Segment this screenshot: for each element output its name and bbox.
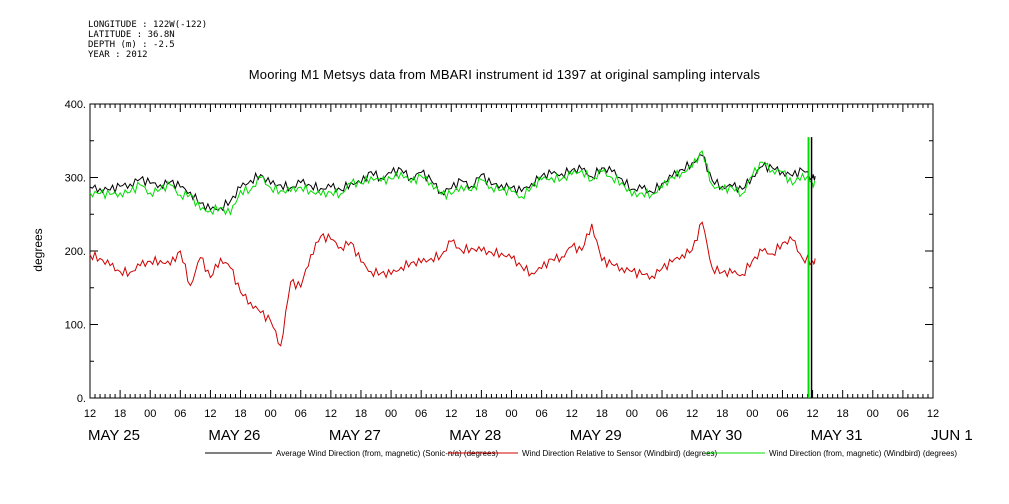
chart-title: Mooring M1 Metsys data from MBARI instru…: [248, 67, 761, 82]
metadata-block: LONGITUDE : 122W(-122) LATITUDE : 36.8N …: [88, 20, 207, 60]
x-hour-tick-label: 00: [867, 408, 879, 420]
x-hour-tick-label: 00: [265, 408, 277, 420]
x-hour-tick-label: 12: [566, 408, 578, 420]
x-day-label: MAY 25: [88, 427, 140, 444]
x-axis: 12 18 00 06 12 18 00 06 12 18 00 06 12 18 00 06 12 18 00 06…: [84, 104, 973, 444]
x-hour-tick-label: 06: [656, 408, 668, 420]
y-tick-label: 100.: [65, 320, 86, 332]
x-hour-tick-label: 12: [204, 408, 216, 420]
x-hour-tick-label: 12: [806, 408, 818, 420]
x-hour-tick-label: 18: [716, 408, 728, 420]
x-hour-tick-label: 12: [84, 408, 96, 420]
legend-entry: Wind Direction (from, magnetic) (Windbir…: [769, 449, 957, 458]
x-hour-tick-label: 12: [325, 408, 337, 420]
x-hour-tick-label: 00: [144, 408, 156, 420]
series-line-3: [89, 150, 816, 216]
y-tick-label: 200.: [65, 246, 86, 258]
x-hour-tick-label: 06: [174, 408, 186, 420]
x-hour-tick-label: 00: [746, 408, 758, 420]
x-hour-tick-label: 06: [415, 408, 427, 420]
x-day-label: MAY 29: [570, 427, 622, 444]
y-tick-label: 300.: [65, 173, 86, 185]
x-hour-tick-label: 18: [596, 408, 608, 420]
x-hour-tick-label: 18: [837, 408, 849, 420]
x-hour-tick-label: 12: [686, 408, 698, 420]
plot-frame: [89, 103, 934, 399]
x-hour-tick-label: 00: [626, 408, 638, 420]
legend-entry: Wind Direction Relative to Sensor (Windb…: [522, 449, 718, 458]
y-tick-label: 400.: [65, 99, 86, 111]
y-axis-label: degrees: [31, 228, 45, 271]
x-day-label: MAY 27: [329, 427, 381, 444]
x-day-label: MAY 30: [690, 427, 742, 444]
x-hour-tick-label: 00: [505, 408, 517, 420]
x-hour-tick-label: 18: [114, 408, 126, 420]
x-day-label: MAY 28: [449, 427, 501, 444]
depth-label: DEPTH (m) : -2.5: [88, 40, 175, 50]
x-hour-tick-label: 06: [776, 408, 788, 420]
longitude-label: LONGITUDE : 122W(-122): [88, 20, 208, 30]
plot-border: [89, 103, 934, 399]
series-line-2: [89, 221, 816, 347]
series-line-1: [89, 153, 816, 212]
latitude-label: LATITUDE : 36.8N: [88, 30, 175, 40]
x-day-label: MAY 31: [811, 427, 863, 444]
x-hour-tick-label: 06: [295, 408, 307, 420]
y-tick-label: 0.: [77, 393, 86, 405]
x-hour-tick-label: 12: [445, 408, 457, 420]
x-hour-tick-label: 06: [535, 408, 547, 420]
x-hour-tick-label: 12: [927, 408, 939, 420]
x-hour-tick-label: 18: [355, 408, 367, 420]
x-day-label: MAY 26: [208, 427, 260, 444]
series-layer: [89, 137, 816, 398]
x-day-label: JUN 1: [931, 427, 973, 444]
y-axis: 0. 100. 200. 300. 400.: [65, 99, 933, 405]
x-hour-tick-label: 18: [234, 408, 246, 420]
year-label: YEAR : 2012: [88, 50, 148, 60]
x-hour-tick-label: 06: [897, 408, 909, 420]
x-hour-tick-label: 18: [475, 408, 487, 420]
x-hour-tick-label: 00: [385, 408, 397, 420]
legend-entry: Average Wind Direction (from, magnetic) …: [276, 449, 498, 458]
legend: Average Wind Direction (from, magnetic) …: [205, 449, 957, 458]
